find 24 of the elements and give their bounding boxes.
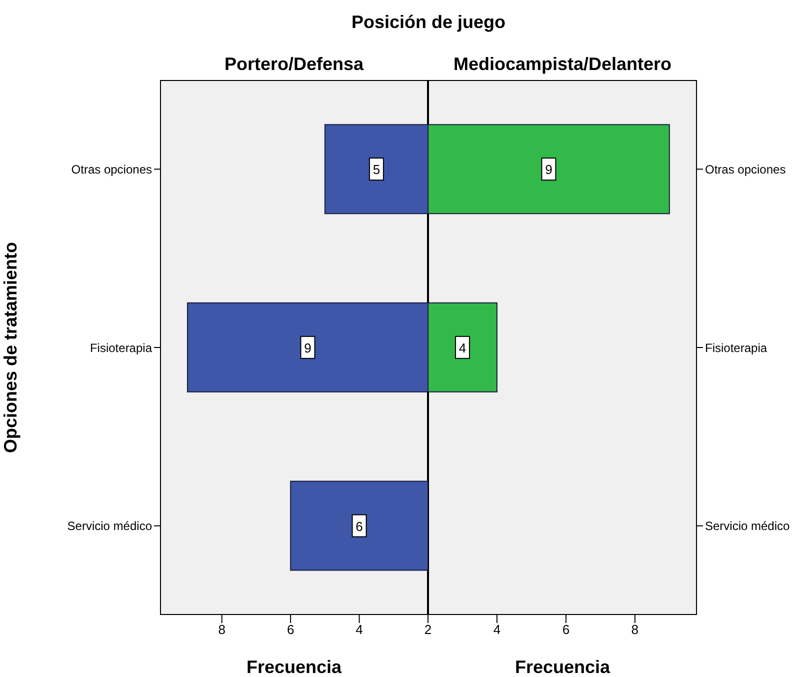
x-axis-title: Frecuencia <box>246 657 343 677</box>
y-tick-label: Otras opciones <box>705 162 786 176</box>
y-axis-title: Opciones de tratamiento <box>0 242 20 454</box>
x-tick-label: 4 <box>493 622 501 638</box>
y-tick-label: Otras opciones <box>71 162 152 176</box>
chart-subtitle: Portero/Defensa <box>223 54 365 75</box>
y-tick-label: Fisioterapia <box>705 340 768 355</box>
data-label: 6 <box>356 518 363 534</box>
x-tick-label: 2 <box>424 622 432 638</box>
chart-subtitle: Mediocampista/Delantero <box>452 54 673 75</box>
chart-title: Posición de juego <box>350 12 507 33</box>
data-label: 5 <box>372 162 380 178</box>
data-label: 4 <box>458 340 466 356</box>
data-label: 9 <box>304 340 312 356</box>
x-tick-label: 4 <box>356 622 363 638</box>
y-tick-label: Servicio médico <box>705 519 790 534</box>
x-tick-label: 8 <box>631 622 639 638</box>
x-tick-label: 6 <box>562 622 570 638</box>
x-tick-label: 8 <box>218 622 226 638</box>
x-tick-label: 6 <box>286 622 294 638</box>
y-tick-label: Fisioterapia <box>90 340 152 355</box>
data-label: 9 <box>545 162 552 178</box>
x-axis-title: Frecuencia <box>514 657 612 677</box>
y-tick-label: Servicio médico <box>67 519 152 534</box>
